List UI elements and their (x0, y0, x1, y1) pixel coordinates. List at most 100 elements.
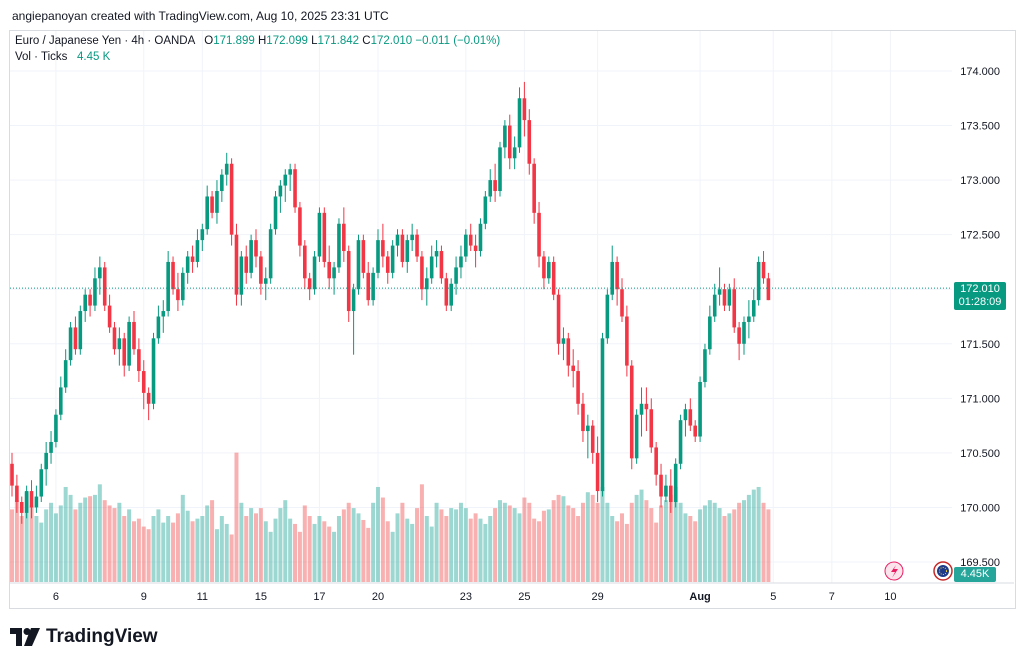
candle (293, 163, 297, 213)
candle (639, 387, 644, 437)
candle-body (503, 125, 507, 148)
volume-bar (376, 486, 380, 582)
candle (493, 163, 497, 202)
candle-body (400, 234, 405, 262)
volume-bar (663, 500, 668, 582)
volume-bar (210, 500, 215, 582)
logo-text: TradingView (46, 626, 158, 647)
candle (249, 234, 253, 279)
volume-bar (522, 497, 527, 582)
candle (307, 272, 312, 301)
candle (664, 474, 668, 502)
volume-bar (610, 516, 615, 582)
candle-body (322, 212, 327, 262)
candle-body (200, 229, 205, 241)
candle-body (625, 316, 629, 366)
candle-body (664, 485, 668, 497)
candle (161, 300, 166, 333)
candle (351, 283, 356, 355)
candle (429, 245, 434, 284)
candle-body (747, 316, 751, 322)
candle-body (259, 256, 263, 284)
volume-bar (117, 502, 122, 582)
candle (766, 272, 771, 301)
x-tick-label: 11 (197, 591, 208, 603)
candle (122, 332, 127, 377)
y-tick-label: 173.000 (960, 175, 1000, 187)
candle-body (283, 174, 288, 186)
candle (425, 267, 429, 306)
candle (10, 452, 14, 497)
volume-bar (756, 486, 761, 582)
candle-body (444, 278, 449, 306)
volume-bar (156, 509, 161, 582)
candle-body (102, 267, 107, 306)
candle (405, 234, 410, 273)
candle (522, 81, 527, 137)
candle (93, 267, 97, 312)
volume-bar (644, 500, 649, 582)
volume-bar (273, 518, 278, 582)
volume-bar (410, 523, 415, 582)
candle (561, 327, 566, 361)
candle-body (127, 321, 131, 366)
y-tick-label: 172.500 (960, 230, 1000, 242)
candle-body (278, 185, 283, 197)
candle (742, 316, 746, 355)
volume-bar (537, 521, 542, 582)
volume-bar (512, 508, 517, 582)
volume-bar (405, 518, 410, 582)
volume-bar (219, 516, 224, 582)
candle-body (693, 425, 697, 437)
volume-bar (175, 513, 180, 582)
candle-body (366, 272, 371, 301)
tradingview-logo-icon (10, 628, 40, 646)
volume-bar (53, 513, 58, 582)
candle (478, 218, 483, 257)
volume-bar (136, 518, 141, 582)
candle-body (547, 261, 551, 279)
candle (376, 229, 380, 279)
change-value: −0.011 (−0.01%) (415, 35, 501, 47)
candle (19, 496, 24, 524)
volume-bar (561, 496, 566, 582)
high-value: 172.099 (266, 35, 308, 47)
candle (63, 349, 68, 393)
candle-body (171, 261, 175, 290)
volume-bar (278, 508, 283, 582)
volume-bar (415, 508, 420, 582)
x-tick-label: 6 (53, 591, 59, 603)
volume-bar (151, 516, 156, 582)
candle-body (415, 234, 419, 257)
candle (34, 485, 39, 513)
volume-bar (180, 494, 185, 582)
candle (273, 191, 278, 235)
volume-bar (439, 509, 444, 582)
candle-body (49, 441, 53, 453)
volume-bar (429, 526, 434, 582)
candle-body (376, 240, 380, 273)
candle-body (727, 289, 732, 306)
candle-body (620, 289, 624, 317)
candle (439, 245, 444, 284)
candle (488, 169, 493, 202)
volume-bar (737, 502, 742, 582)
candle (683, 403, 688, 437)
candle-body (239, 256, 244, 295)
candle-body (483, 196, 488, 224)
candle (610, 245, 615, 301)
volume-bar (297, 531, 302, 582)
candle (220, 169, 224, 202)
candle (537, 201, 541, 268)
candle-body (244, 256, 249, 273)
volume-bar (302, 505, 307, 582)
volume-bar (205, 505, 210, 582)
chart-frame[interactable] (9, 30, 1016, 609)
candle-body (493, 180, 497, 192)
candle-body (410, 234, 414, 241)
candle-body (156, 316, 161, 339)
tradingview-logo[interactable]: TradingView (10, 626, 158, 648)
candle (176, 272, 180, 312)
candle (259, 251, 263, 295)
